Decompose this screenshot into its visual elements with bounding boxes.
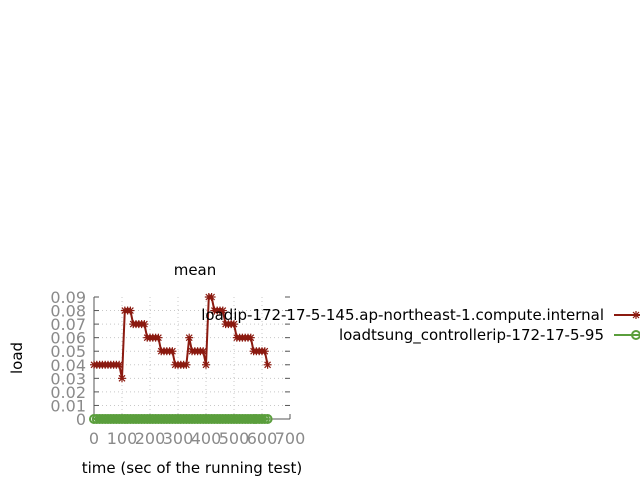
data-point [182, 360, 191, 369]
star-stroke [118, 374, 126, 382]
data-point [118, 374, 126, 383]
star-stroke [632, 311, 640, 319]
star-stroke [264, 361, 272, 369]
y-tick-label: 0.01 [50, 396, 86, 415]
x-tick-label: 400 [191, 429, 222, 448]
data-point [207, 293, 216, 301]
legend-marker-1 [632, 311, 640, 319]
star-stroke [115, 361, 123, 369]
x-axis-label: time (sec of the running test) [82, 459, 303, 477]
star-stroke [126, 307, 134, 314]
legend-label-1: loadip-172-17-5-145.ap-northeast-1.compu… [201, 306, 604, 324]
star-stroke [182, 361, 190, 369]
data-point [230, 320, 238, 329]
data-point [154, 333, 163, 342]
star-stroke [168, 347, 176, 355]
y-tick-label: 0.02 [50, 383, 86, 402]
x-tick-label: 100 [107, 429, 138, 448]
data-point [168, 347, 177, 356]
data-point [126, 306, 135, 315]
y-tick-label: 0.05 [50, 342, 86, 361]
star-stroke [202, 361, 210, 369]
data-point [115, 360, 124, 369]
star-stroke [219, 307, 227, 314]
star-stroke [208, 293, 216, 301]
data-point [202, 360, 210, 369]
x-tick-label: 0 [89, 429, 99, 448]
data-point [218, 306, 227, 315]
x-tick-label: 300 [163, 429, 194, 448]
star-stroke [247, 334, 255, 342]
y-tick-label: 0.09 [50, 288, 86, 307]
data-point [185, 333, 194, 342]
star-stroke [154, 334, 162, 342]
series-layer [89, 293, 273, 424]
legend-marker-2 [631, 330, 640, 340]
y-tick-label: 0.06 [50, 329, 86, 348]
data-point [199, 347, 208, 356]
data-point [262, 414, 273, 424]
star-stroke [140, 320, 148, 328]
star-stroke [185, 334, 193, 342]
y-tick-label: 0.03 [50, 369, 86, 388]
data-point [260, 347, 269, 356]
x-tick-label: 600 [247, 429, 278, 448]
y-tick-label: 0.04 [50, 356, 86, 375]
data-point [263, 360, 272, 369]
y-tick-label: 0.08 [50, 302, 86, 321]
x-tick-label: 200 [135, 429, 166, 448]
star-stroke [261, 347, 269, 355]
legend: loadip-172-17-5-145.ap-northeast-1.compu… [201, 306, 640, 345]
legend-label-2: loadtsung_controllerip-172-17-5-95 [339, 326, 604, 345]
y-tick-label: 0.07 [50, 315, 86, 334]
star-stroke [199, 347, 207, 355]
y-axis-label: load [8, 342, 26, 374]
star-stroke [230, 320, 238, 328]
tick-labels: 00.010.020.030.040.050.060.070.080.09 0 10… [50, 288, 305, 448]
x-tick-label: 500 [219, 429, 250, 448]
data-point [246, 333, 255, 342]
data-point [140, 320, 149, 329]
y-tick-label: 0 [76, 410, 86, 429]
x-tick-label: 700 [275, 429, 306, 448]
chart-title: mean [174, 261, 217, 279]
